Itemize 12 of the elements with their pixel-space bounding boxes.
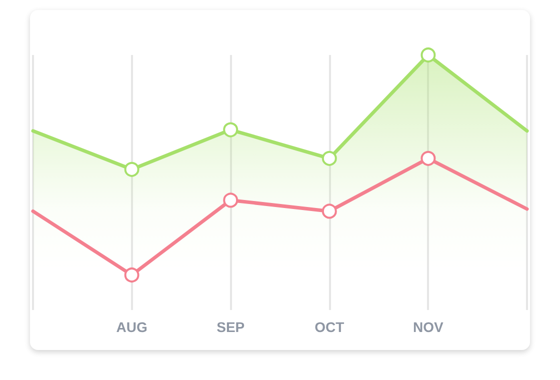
point [420, 150, 436, 166]
x-tick-label: NOV [413, 319, 444, 335]
point [420, 48, 436, 62]
x-tick-label: AUG [116, 319, 148, 335]
x-tick-label: OCT [314, 319, 345, 335]
point [124, 162, 140, 177]
point [124, 268, 140, 282]
point [223, 122, 238, 138]
x-tick-label: SEP [216, 319, 245, 335]
point [223, 192, 238, 208]
point [322, 204, 337, 219]
point [322, 150, 337, 166]
